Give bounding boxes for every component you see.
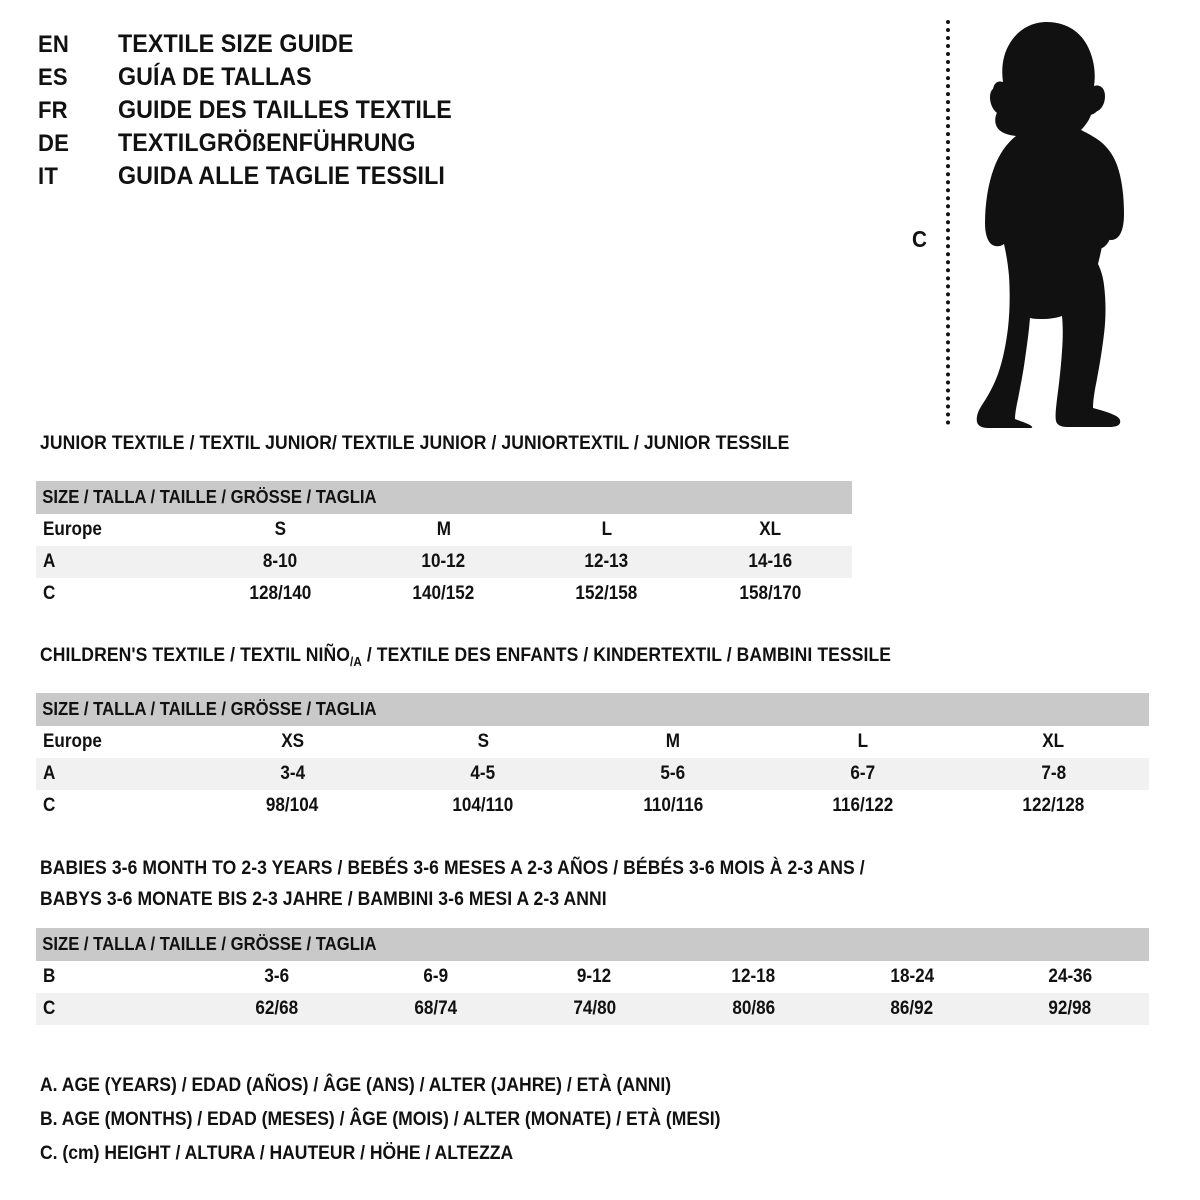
junior-row-a-cell-xl: 14-16	[688, 546, 853, 578]
language-code-it: IT	[38, 163, 58, 190]
babies-row-b-label: B	[36, 961, 197, 993]
junior-table-band-row: SIZE / TALLA / TAILLE / GRÖSSE / TAGLIA	[36, 481, 853, 514]
junior-band-label: SIZE / TALLA / TAILLE / GRÖSSE / TAGLIA	[42, 486, 377, 507]
babies-row-b-cell-5: 18-24	[833, 961, 991, 993]
children-title-post: / TEXTILE DES ENFANTS / KINDERTEXTIL / B…	[361, 644, 892, 666]
height-measurement-figure: C	[900, 10, 1160, 430]
junior-row-europe-cell-m: M	[362, 514, 525, 546]
legend-line-c: C. (cm) HEIGHT / ALTURA / HAUTEUR / HÖHE…	[40, 1142, 514, 1164]
babies-band-label: SIZE / TALLA / TAILLE / GRÖSSE / TAGLIA	[42, 933, 377, 954]
junior-row-c-cell-xl: 158/170	[688, 578, 853, 610]
babies-row-c-label: C	[36, 993, 197, 1025]
junior-row-europe-label: Europe	[36, 514, 198, 546]
language-text-es: GUÍA DE TALLAS	[118, 63, 312, 91]
babies-row-b-cell-1: 3-6	[197, 961, 356, 993]
junior-row-c-label: C	[36, 578, 198, 610]
language-row-en: EN TEXTILE SIZE GUIDE	[38, 30, 598, 63]
children-band-label: SIZE / TALLA / TAILLE / GRÖSSE / TAGLIA	[42, 698, 377, 719]
children-row-europe-cell-xs: XS	[197, 726, 388, 758]
language-row-es: ES GUÍA DE TALLAS	[38, 63, 598, 96]
children-row-a: A 3-4 4-5 5-6 6-7 7-8	[36, 758, 1149, 790]
children-title-subscript: /A	[349, 653, 362, 669]
junior-row-a-label: A	[36, 546, 198, 578]
language-text-fr: GUIDE DES TAILLES TEXTILE	[118, 96, 452, 124]
measurement-dotted-line	[946, 20, 950, 425]
children-row-europe: Europe XS S M L XL	[36, 726, 1149, 758]
junior-row-a-cell-l: 12-13	[525, 546, 688, 578]
children-row-a-cell-m: 5-6	[578, 758, 768, 790]
babies-row-c-cell-4: 80/86	[674, 993, 833, 1025]
babies-row-b: B 3-6 6-9 9-12 12-18 18-24 24-36	[36, 961, 1150, 993]
children-table-band-row: SIZE / TALLA / TAILLE / GRÖSSE / TAGLIA	[36, 693, 1149, 726]
children-row-europe-cell-l: L	[768, 726, 958, 758]
babies-row-c-cell-2: 68/74	[356, 993, 515, 1025]
babies-row-c-cell-1: 62/68	[197, 993, 356, 1025]
measurement-label-c: C	[912, 226, 927, 252]
babies-row-b-cell-6: 24-36	[991, 961, 1150, 993]
children-title-pre: CHILDREN'S TEXTILE / TEXTIL NIÑO	[40, 644, 350, 666]
babies-row-b-cell-2: 6-9	[356, 961, 515, 993]
language-row-it: IT GUIDA ALLE TAGLIE TESSILI	[38, 162, 598, 195]
babies-size-table: SIZE / TALLA / TAILLE / GRÖSSE / TAGLIA …	[36, 928, 1150, 1025]
toddler-silhouette-icon	[952, 18, 1137, 428]
children-row-c-cell-s: 104/110	[388, 790, 578, 822]
section-title-children: CHILDREN'S TEXTILE / TEXTIL NIÑO/A / TEX…	[40, 644, 891, 669]
children-row-europe-cell-s: S	[388, 726, 578, 758]
junior-row-a-cell-s: 8-10	[198, 546, 362, 578]
children-row-c-cell-m: 110/116	[578, 790, 768, 822]
section-title-junior: JUNIOR TEXTILE / TEXTIL JUNIOR/ TEXTILE …	[40, 432, 790, 454]
children-row-a-cell-l: 6-7	[768, 758, 958, 790]
junior-row-a: A 8-10 10-12 12-13 14-16	[36, 546, 853, 578]
children-row-europe-label: Europe	[36, 726, 197, 758]
junior-row-europe-cell-s: S	[198, 514, 362, 546]
babies-row-c-cell-5: 86/92	[833, 993, 991, 1025]
junior-row-europe-cell-l: L	[525, 514, 688, 546]
junior-row-europe-cell-xl: XL	[688, 514, 853, 546]
babies-row-b-cell-3: 9-12	[515, 961, 674, 993]
section-title-babies-line2: BABYS 3-6 MONATE BIS 2-3 JAHRE / BAMBINI…	[40, 888, 607, 910]
children-row-c-cell-xs: 98/104	[197, 790, 388, 822]
children-row-a-cell-xl: 7-8	[958, 758, 1149, 790]
children-row-europe-cell-xl: XL	[958, 726, 1149, 758]
children-row-c-cell-l: 116/122	[768, 790, 958, 822]
children-row-a-cell-s: 4-5	[388, 758, 578, 790]
junior-row-a-cell-m: 10-12	[362, 546, 525, 578]
legend-block: A. AGE (YEARS) / EDAD (AÑOS) / ÂGE (ANS)…	[40, 1068, 1040, 1170]
junior-row-c-cell-l: 152/158	[525, 578, 688, 610]
junior-row-c-cell-s: 128/140	[198, 578, 362, 610]
language-code-de: DE	[38, 130, 70, 157]
junior-size-table: SIZE / TALLA / TAILLE / GRÖSSE / TAGLIA …	[36, 481, 853, 610]
junior-table-band-cell: SIZE / TALLA / TAILLE / GRÖSSE / TAGLIA	[36, 481, 853, 514]
babies-table-band-row: SIZE / TALLA / TAILLE / GRÖSSE / TAGLIA	[36, 928, 1150, 961]
junior-row-c-cell-m: 140/152	[362, 578, 525, 610]
language-text-de: TEXTILGRÖßENFÜHRUNG	[118, 129, 416, 157]
language-code-es: ES	[38, 64, 68, 91]
babies-row-b-cell-4: 12-18	[674, 961, 833, 993]
language-row-de: DE TEXTILGRÖßENFÜHRUNG	[38, 129, 598, 162]
children-row-a-label: A	[36, 758, 197, 790]
children-size-table: SIZE / TALLA / TAILLE / GRÖSSE / TAGLIA …	[36, 693, 1149, 822]
language-row-fr: FR GUIDE DES TAILLES TEXTILE	[38, 96, 598, 129]
legend-line-b: B. AGE (MONTHS) / EDAD (MESES) / ÂGE (MO…	[40, 1108, 721, 1130]
section-title-babies-line1: BABIES 3-6 MONTH TO 2-3 YEARS / BEBÉS 3-…	[40, 857, 865, 879]
babies-row-c-cell-6: 92/98	[991, 993, 1150, 1025]
babies-row-c-cell-3: 74/80	[515, 993, 674, 1025]
children-row-europe-cell-m: M	[578, 726, 768, 758]
children-table-band-cell: SIZE / TALLA / TAILLE / GRÖSSE / TAGLIA	[36, 693, 1149, 726]
junior-row-europe: Europe S M L XL	[36, 514, 853, 546]
children-row-c: C 98/104 104/110 110/116 116/122 122/128	[36, 790, 1149, 822]
children-row-a-cell-xs: 3-4	[197, 758, 388, 790]
language-text-en: TEXTILE SIZE GUIDE	[118, 30, 354, 58]
language-code-fr: FR	[38, 97, 68, 124]
babies-row-c: C 62/68 68/74 74/80 80/86 86/92 92/98	[36, 993, 1150, 1025]
junior-row-c: C 128/140 140/152 152/158 158/170	[36, 578, 853, 610]
legend-line-a: A. AGE (YEARS) / EDAD (AÑOS) / ÂGE (ANS)…	[40, 1074, 672, 1096]
babies-table-band-cell: SIZE / TALLA / TAILLE / GRÖSSE / TAGLIA	[36, 928, 1150, 961]
language-code-en: EN	[38, 31, 70, 58]
children-row-c-cell-xl: 122/128	[958, 790, 1149, 822]
children-row-c-label: C	[36, 790, 197, 822]
language-header-block: EN TEXTILE SIZE GUIDE ES GUÍA DE TALLAS …	[38, 30, 598, 195]
language-text-it: GUIDA ALLE TAGLIE TESSILI	[118, 162, 445, 190]
